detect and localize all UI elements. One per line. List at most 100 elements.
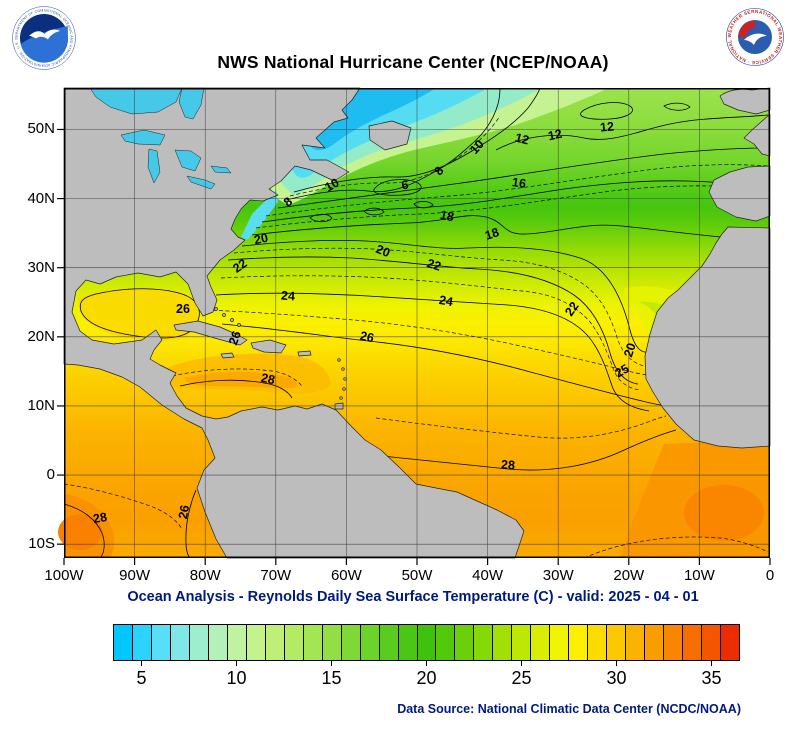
lake-michigan <box>147 148 161 184</box>
colorbar-cell <box>265 625 285 660</box>
contour-line <box>285 87 501 201</box>
colorbar-cell <box>474 625 494 660</box>
contour-label: 26 <box>226 329 244 347</box>
contour-line <box>215 292 650 412</box>
contour-label: 22 <box>562 299 581 318</box>
colorbar-cell <box>151 625 171 660</box>
contour-label: 24 <box>281 289 296 304</box>
lon-label: 70W <box>260 567 292 584</box>
contour-label: 12 <box>599 119 614 134</box>
contour-label: 25 <box>612 361 631 380</box>
contour-line <box>277 147 769 209</box>
contour-line <box>251 215 769 242</box>
colorbar-tick-label: 10 <box>226 668 247 688</box>
contour-label: 20 <box>374 242 392 260</box>
land-antilles <box>339 396 343 400</box>
contour-label: 16 <box>511 175 527 191</box>
lon-label: 50W <box>401 567 433 584</box>
colorbar-cell <box>683 625 703 660</box>
colorbar-tick <box>710 661 713 666</box>
colorbar-tick <box>330 661 333 666</box>
land-bahamas <box>214 307 218 311</box>
contour-line <box>221 323 671 407</box>
contour-line-dashed <box>171 368 303 387</box>
colorbar-tick-label: 30 <box>606 668 627 688</box>
colorbar-cell <box>132 625 152 660</box>
contour-line-dashed <box>375 415 667 439</box>
lon-label: 90W <box>119 567 151 584</box>
longitude-axis: 100W 90W 80W 70W 60W 50W 40W 30W 20W 10W 0 <box>44 567 774 587</box>
land-hispaniola <box>250 339 287 354</box>
colorbar-tick-label: 5 <box>136 668 147 688</box>
nws-logo: NATIONAL WEATHER SERVICE · NATIONAL WEAT… <box>724 4 784 66</box>
contour-label: 12 <box>513 130 530 147</box>
contour-label: 10 <box>322 175 341 194</box>
lat-label: 50N <box>27 120 55 138</box>
contour-line <box>179 379 293 399</box>
contour-line-dashed <box>255 185 769 229</box>
colorbar-cell <box>607 625 627 660</box>
page-title: NWS National Hurricane Center (NCEP/NOAA… <box>217 52 609 72</box>
contour-label: 20 <box>253 231 270 248</box>
contour-line-dashed <box>205 309 661 378</box>
contour-line <box>495 114 769 151</box>
colorbar-cell <box>550 625 570 660</box>
lat-label: 30N <box>27 258 55 276</box>
colorbar-cell <box>664 625 684 660</box>
map-caption: Ocean Analysis - Reynolds Daily Sea Surf… <box>127 589 699 605</box>
colorbar-tick <box>140 661 143 666</box>
lon-label: 10W <box>683 567 715 584</box>
contour-label: 20 <box>621 341 639 359</box>
land-antilles <box>341 367 345 371</box>
contour-line <box>381 429 677 471</box>
eddy-loop <box>363 207 385 216</box>
colorbar-tick-label: 15 <box>321 668 342 688</box>
colorbar-cell <box>246 625 266 660</box>
contour-label: 24 <box>438 293 454 309</box>
colorbar-cell <box>626 625 646 660</box>
lon-label: 30W <box>542 567 574 584</box>
contour-label: 26 <box>176 504 192 520</box>
colorbar-cell <box>493 625 513 660</box>
colorbar-cell <box>702 625 721 660</box>
graticule <box>64 88 770 558</box>
land-puerto-rico <box>297 350 312 357</box>
land-cuba <box>173 320 248 346</box>
colorbar-cell <box>588 625 608 660</box>
lon-label: 20W <box>613 567 645 584</box>
lake-huron <box>174 149 202 172</box>
land-newfoundland <box>368 120 412 151</box>
nws-logo-graphic: NATIONAL WEATHER SERVICE · NATIONAL WEAT… <box>724 4 784 66</box>
land-antilles <box>337 358 341 362</box>
colorbar-cell <box>114 625 133 660</box>
colorbar-cell <box>227 625 247 660</box>
contour-line <box>227 256 639 385</box>
colorbar-tick <box>520 661 523 666</box>
colorbar-tick <box>235 661 238 666</box>
contour-label: 22 <box>425 256 443 274</box>
colorbar-cell <box>189 625 209 660</box>
colorbar-cell <box>208 625 228 660</box>
map-frame <box>64 88 770 558</box>
contour-line <box>663 102 691 111</box>
contour-line <box>261 180 769 223</box>
land-iberia <box>708 165 771 222</box>
colorbar-cell <box>341 625 361 660</box>
colorbar-cell <box>360 625 380 660</box>
contour-label: 18 <box>439 208 456 225</box>
land-bahamas <box>230 318 234 322</box>
colorbar-tick-label: 25 <box>511 668 532 688</box>
contour-line-dashed <box>289 115 501 197</box>
contour-label: 26 <box>359 329 376 346</box>
lat-label: 10N <box>27 396 55 414</box>
contour-label: 28 <box>260 371 277 388</box>
lake-superior <box>120 129 166 146</box>
contour-label: 28 <box>92 510 108 526</box>
colorbar-tick-label: 20 <box>416 668 437 688</box>
lat-label: 40N <box>27 189 55 207</box>
lat-label: 20N <box>27 327 55 345</box>
colorbar-cell <box>170 625 190 660</box>
land-bahamas <box>222 313 226 317</box>
colorbar-cell <box>436 625 456 660</box>
